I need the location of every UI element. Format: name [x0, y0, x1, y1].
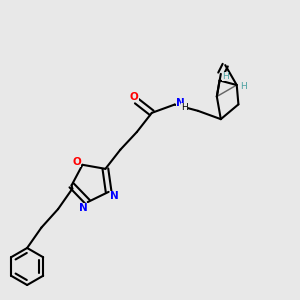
Text: H: H	[222, 72, 229, 81]
Text: O: O	[130, 92, 139, 102]
Text: N: N	[79, 203, 88, 213]
Text: H: H	[182, 103, 188, 112]
Text: N: N	[110, 191, 119, 201]
Text: O: O	[72, 157, 81, 166]
Text: N: N	[176, 98, 184, 108]
Text: H: H	[240, 82, 247, 91]
